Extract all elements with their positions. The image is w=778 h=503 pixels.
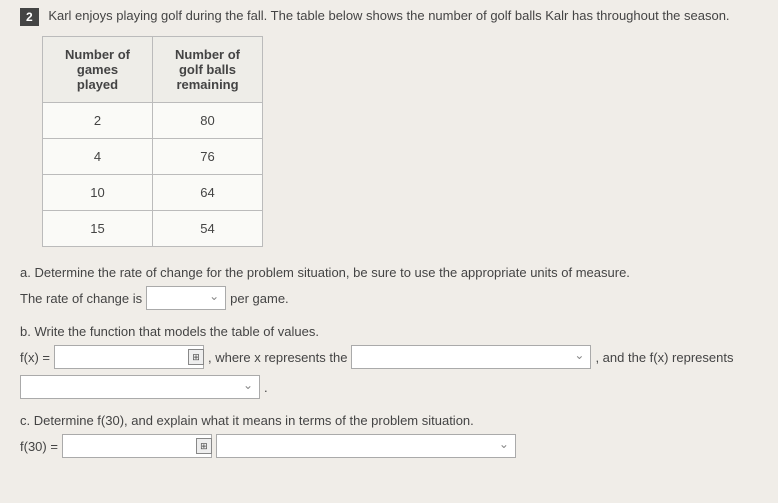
fx-input[interactable] bbox=[54, 345, 204, 369]
x-represents-select[interactable] bbox=[351, 345, 591, 369]
table-header-col1: Number of games played bbox=[43, 37, 153, 103]
f30-meaning-select[interactable] bbox=[216, 434, 516, 458]
table-cell: 15 bbox=[43, 211, 153, 247]
fx-represents-select[interactable] bbox=[20, 375, 260, 399]
table-cell: 10 bbox=[43, 175, 153, 211]
rate-of-change-select[interactable] bbox=[146, 286, 226, 310]
table-row: 2 80 bbox=[43, 103, 263, 139]
table-header-col2: Number of golf balls remaining bbox=[153, 37, 263, 103]
part-a-label-before: The rate of change is bbox=[20, 291, 142, 306]
table-row: 10 64 bbox=[43, 175, 263, 211]
period: . bbox=[264, 380, 268, 395]
part-a-prompt: a. Determine the rate of change for the … bbox=[20, 265, 758, 280]
question-prompt: Karl enjoys playing golf during the fall… bbox=[48, 8, 729, 23]
keypad-icon[interactable]: ⊞ bbox=[188, 349, 204, 365]
table-cell: 2 bbox=[43, 103, 153, 139]
table-row: 4 76 bbox=[43, 139, 263, 175]
part-b-prompt: b. Write the function that models the ta… bbox=[20, 324, 758, 339]
table-row: 15 54 bbox=[43, 211, 263, 247]
data-table: Number of games played Number of golf ba… bbox=[42, 36, 263, 247]
question-number-badge: 2 bbox=[20, 8, 39, 26]
table-cell: 76 bbox=[153, 139, 263, 175]
part-c-prompt: c. Determine f(30), and explain what it … bbox=[20, 413, 758, 428]
f30-input[interactable] bbox=[62, 434, 212, 458]
keypad-icon[interactable]: ⊞ bbox=[196, 438, 212, 454]
table-cell: 54 bbox=[153, 211, 263, 247]
table-cell: 64 bbox=[153, 175, 263, 211]
f30-label: f(30) = bbox=[20, 439, 58, 454]
table-cell: 4 bbox=[43, 139, 153, 175]
where-text: , where x represents the bbox=[208, 350, 347, 365]
table-cell: 80 bbox=[153, 103, 263, 139]
part-a-label-after: per game. bbox=[230, 291, 289, 306]
and-text: , and the f(x) represents bbox=[595, 350, 733, 365]
fx-label: f(x) = bbox=[20, 350, 50, 365]
